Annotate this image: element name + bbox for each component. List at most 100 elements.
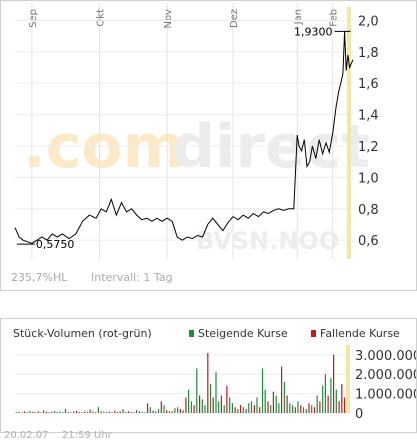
- price-chart-panel: .com direct BVSN.NOO Sep Okt Nov Dez Jan Feb 2,0 1…: [0, 0, 417, 291]
- volume-bar: [111, 412, 113, 413]
- volume-bar: [341, 383, 343, 413]
- y-tick-label: 1,8: [358, 46, 379, 61]
- volume-bar: [218, 401, 220, 413]
- volume-bar: [40, 412, 42, 413]
- volume-bar: [259, 407, 261, 413]
- volume-bar: [201, 399, 203, 413]
- volume-bar: [84, 411, 86, 413]
- volume-bar: [278, 403, 280, 413]
- x-tick-label: Dez: [229, 9, 240, 28]
- volume-bar: [313, 407, 316, 413]
- volume-bar: [45, 411, 47, 413]
- volume-bar: [97, 407, 99, 413]
- watermark-logo-rest: direct: [172, 112, 370, 182]
- high-label: 1,9300: [294, 25, 333, 38]
- volume-bar: [149, 407, 151, 413]
- volume-bar: [92, 411, 94, 413]
- volume-bar: [209, 383, 212, 413]
- volume-bar: [193, 405, 195, 413]
- volume-bar: [106, 412, 108, 413]
- volume-bar: [157, 409, 160, 413]
- volume-bar: [37, 411, 39, 413]
- volume-bar: [119, 411, 121, 413]
- volume-bar: [215, 372, 217, 413]
- volume-bar: [196, 368, 198, 413]
- volume-bar: [116, 411, 119, 413]
- range-info: 235,7%HL: [11, 271, 68, 284]
- volume-bar: [174, 408, 176, 413]
- volume-bar: [160, 401, 162, 413]
- legend-swatch: [189, 330, 194, 337]
- volume-bar: [212, 397, 214, 413]
- volume-bar: [234, 407, 236, 413]
- volume-bar: [32, 411, 34, 413]
- volume-bar: [297, 401, 299, 413]
- volume-bar: [333, 354, 335, 413]
- volume-chart: Stück-Volumen (rot-grün) Steigende Kurse F…: [13, 327, 417, 422]
- footer-date: 20.02.07: [4, 430, 49, 441]
- volume-bar: [182, 410, 184, 413]
- volume-bar: [78, 412, 80, 413]
- volume-bar: [253, 405, 255, 413]
- volume-bar: [343, 397, 346, 413]
- volume-bar: [248, 403, 250, 413]
- volume-bar: [256, 397, 258, 413]
- volume-bar: [26, 412, 28, 413]
- volume-bar: [15, 412, 17, 413]
- x-tick-label: Feb: [329, 9, 340, 27]
- volume-bar: [89, 409, 91, 413]
- volume-bar: [226, 385, 228, 413]
- volume-bar: [103, 411, 105, 413]
- volume-bar: [136, 410, 138, 413]
- volume-bar: [324, 374, 326, 413]
- y-tick-label: 0,6: [358, 234, 379, 249]
- volume-bar: [54, 410, 56, 413]
- volume-bar: [168, 411, 171, 413]
- volume-bar: [114, 410, 116, 413]
- volume-bar: [70, 412, 72, 413]
- volume-bar: [133, 412, 135, 413]
- volume-bar: [240, 405, 242, 413]
- volume-bar: [319, 401, 321, 413]
- volume-title: Stück-Volumen (rot-grün): [13, 327, 152, 340]
- volume-bar: [59, 411, 61, 413]
- volume-bar: [311, 405, 313, 413]
- volume-bar: [199, 395, 201, 413]
- volume-bar: [275, 395, 277, 413]
- volume-bar: [188, 389, 190, 413]
- volume-bar: [166, 410, 168, 413]
- volume-bar: [294, 407, 296, 413]
- volume-bar: [125, 412, 127, 413]
- volume-bar: [171, 411, 173, 413]
- volume-bar: [86, 411, 88, 413]
- volume-bar: [108, 411, 110, 413]
- volume-bar: [95, 412, 97, 413]
- volume-bar: [220, 395, 222, 413]
- volume-bar: [190, 401, 192, 413]
- volume-bar: [242, 407, 244, 413]
- x-tick-label: Okt: [96, 9, 107, 27]
- volume-bar: [64, 409, 67, 413]
- volume-bar: [141, 411, 143, 413]
- y-tick-label: 1,2: [358, 140, 379, 155]
- volume-bar: [147, 403, 149, 413]
- volume-bar: [302, 407, 305, 413]
- volume-bar: [34, 412, 36, 413]
- volume-bar: [264, 389, 266, 413]
- volume-bar: [308, 403, 310, 413]
- legend-swatch: [311, 330, 316, 337]
- volume-bar: [130, 411, 132, 413]
- volume-bar: [245, 409, 247, 413]
- volume-bar: [300, 405, 302, 413]
- volume-bar: [229, 397, 231, 413]
- volume-bar: [23, 411, 26, 413]
- volume-bar: [75, 410, 78, 413]
- volume-bar: [62, 412, 64, 413]
- volume-bar: [237, 409, 239, 413]
- volume-bar: [261, 368, 264, 413]
- volume-bar: [177, 407, 179, 413]
- volume-bar: [270, 405, 272, 413]
- volume-bar: [144, 412, 146, 413]
- volume-bar: [21, 412, 23, 413]
